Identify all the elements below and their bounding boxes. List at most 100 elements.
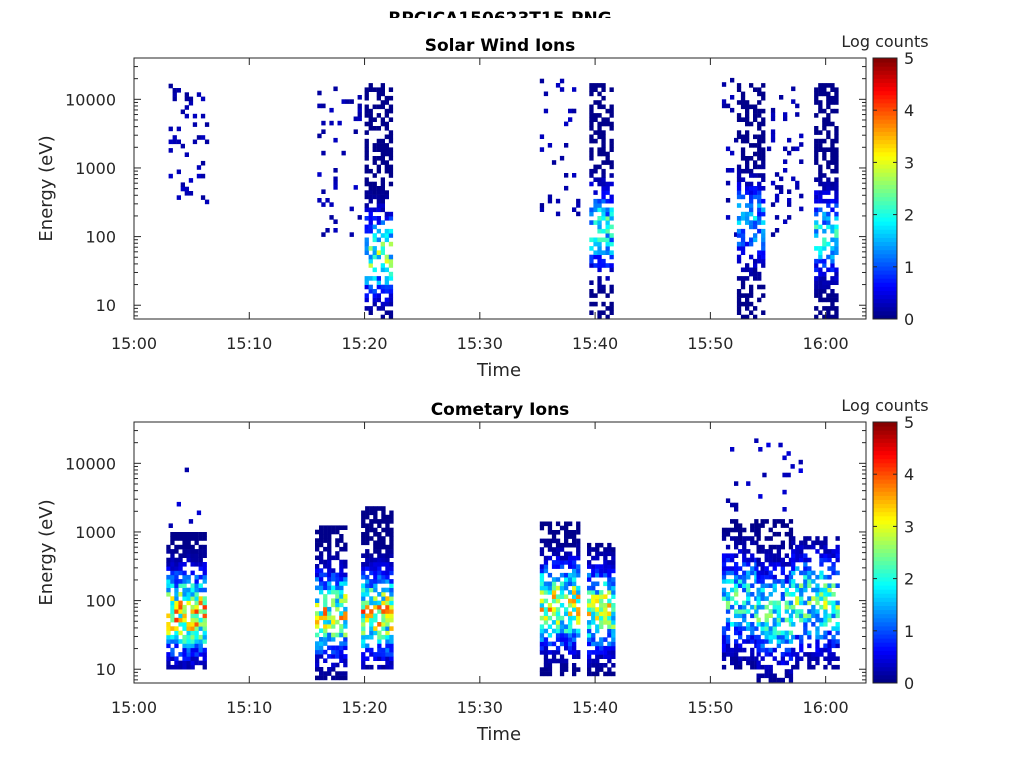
heatmap-cell (736, 173, 742, 178)
colorbar-swatch (873, 172, 897, 177)
heatmap-cell (591, 581, 596, 587)
heatmap-cell (757, 194, 762, 200)
heatmap-cell (826, 224, 831, 230)
heatmap-cell (607, 641, 612, 647)
heatmap-cell (736, 134, 742, 140)
heatmap-cell (772, 600, 777, 606)
colorbar-swatch (873, 609, 897, 615)
heatmap-cell (587, 572, 592, 578)
heatmap-cell (745, 276, 750, 281)
heatmap-cell (381, 506, 386, 511)
colorbar-swatch (873, 646, 897, 651)
heatmap-cell (753, 87, 758, 92)
heatmap-cell (603, 572, 608, 578)
heatmap-cell (783, 168, 788, 173)
heatmap-cell (190, 549, 195, 554)
heatmap-cell (725, 532, 731, 537)
heatmap-cell (196, 510, 202, 516)
heatmap-cell (343, 564, 348, 569)
heatmap-cell (595, 572, 600, 578)
heatmap-cell (331, 529, 336, 535)
heatmap-cell (194, 557, 199, 563)
heatmap-cell (202, 634, 207, 640)
heatmap-cell (597, 276, 602, 281)
heatmap-cell (601, 250, 606, 255)
heatmap-cell (335, 602, 340, 608)
heatmap-cell (721, 643, 727, 649)
heatmap-cell (822, 121, 827, 127)
heatmap-cell (749, 310, 754, 315)
heatmap-cell (835, 536, 840, 541)
heatmap-cell (776, 544, 781, 550)
heatmap-cell (591, 650, 596, 655)
heatmap-cell (609, 143, 614, 148)
heatmap-cell (364, 151, 369, 157)
heatmap-cell (814, 258, 819, 264)
heatmap-cell (814, 263, 819, 268)
heatmap-cell (591, 611, 596, 617)
heatmap-cell (760, 592, 765, 597)
heatmap-cell (381, 544, 386, 550)
heatmap-cell (754, 660, 759, 666)
heatmap-cell (568, 521, 573, 527)
heatmap-cell (734, 652, 739, 657)
heatmap-cell (736, 164, 742, 170)
heatmap-cell (736, 83, 742, 88)
heatmap-cell (568, 560, 573, 565)
heatmap-cell (823, 617, 828, 623)
heatmap-cell (369, 506, 374, 511)
heatmap-cell (543, 564, 549, 569)
heatmap-cell (745, 216, 750, 221)
heatmap-cell (605, 233, 610, 238)
heatmap-cell (734, 527, 739, 533)
heatmap-cell (327, 654, 332, 659)
heatmap-cell (595, 594, 600, 599)
heatmap-cell (564, 658, 569, 664)
heatmap-cell (568, 108, 573, 114)
heatmap-cell (190, 613, 195, 619)
heatmap-cell (368, 258, 373, 264)
heatmap-cell (609, 173, 614, 178)
heatmap-cell (597, 258, 602, 264)
heatmap-cell (788, 647, 794, 653)
heatmap-cell (736, 241, 742, 247)
heatmap-cells (168, 77, 839, 320)
heatmap-cell (551, 594, 557, 599)
heatmap-cell (768, 664, 773, 670)
heatmap-cell (742, 613, 747, 619)
heatmap-cell (373, 574, 378, 580)
heatmap-cell (589, 117, 594, 122)
heatmap-cell (784, 669, 789, 674)
heatmap-cell (341, 99, 346, 104)
heatmap-cell (601, 237, 606, 243)
heatmap-cell (315, 542, 320, 548)
heatmap-cell (730, 622, 735, 627)
heatmap-cell (742, 544, 747, 550)
heatmap-cell (784, 634, 789, 640)
colorbar-swatch (873, 593, 897, 598)
heatmap-cell (611, 641, 616, 647)
heatmap-cell (372, 207, 377, 213)
heatmap-cell (333, 176, 338, 182)
heatmap-cell (753, 276, 758, 281)
heatmap-cell (202, 660, 207, 666)
heatmap-cell (331, 598, 336, 603)
heatmap-cell (831, 613, 836, 619)
heatmap-cell (834, 198, 839, 204)
heatmap-cell (547, 633, 553, 638)
heatmap-cell (756, 652, 761, 657)
heatmap-cell (551, 628, 557, 634)
heatmap-cell (572, 603, 577, 608)
heatmap-cell (323, 525, 328, 530)
heatmap-cell (772, 566, 777, 571)
heatmap-cell (822, 297, 827, 303)
heatmap-cell (811, 570, 816, 576)
heatmap-cell (543, 598, 549, 604)
heatmap-cell (576, 598, 581, 604)
heatmap-cell (834, 108, 839, 114)
heatmap-cell (178, 544, 183, 550)
heatmap-cell (611, 551, 616, 557)
colorbar-swatch (873, 82, 897, 88)
heatmap-cell (826, 160, 831, 165)
